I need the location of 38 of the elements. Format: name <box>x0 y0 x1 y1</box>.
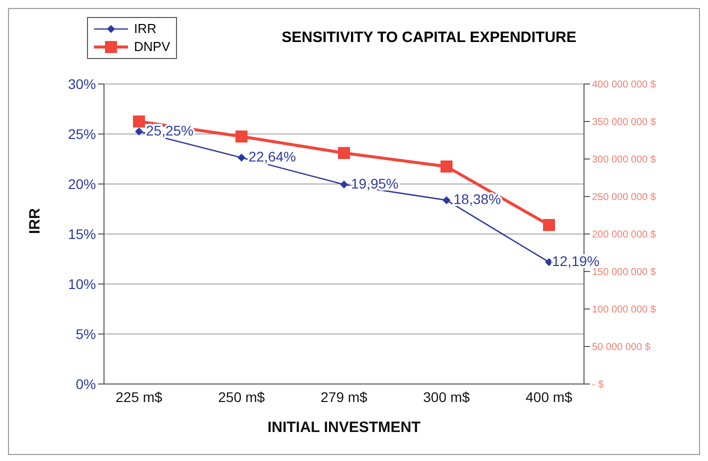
y2-tick-label: 50 000 000 $ <box>592 342 651 354</box>
y2-tick-label: 250 000 000 $ <box>592 192 656 204</box>
point <box>440 160 452 172</box>
x-tick-label: 279 m$ <box>320 388 368 405</box>
point <box>338 147 350 159</box>
point <box>238 154 246 162</box>
y-tick-label: 20% <box>68 176 96 192</box>
legend-label: DNPV <box>134 38 170 56</box>
point <box>236 130 248 142</box>
data-label: 18,38% <box>454 191 501 208</box>
point <box>543 219 555 231</box>
x-tick-label: 225 m$ <box>116 388 163 405</box>
y-tick-label: 0% <box>76 376 96 392</box>
point <box>442 196 450 204</box>
legend-label: IRR <box>134 20 156 38</box>
y-tick-label: 5% <box>76 326 96 342</box>
point <box>340 180 348 188</box>
y-tick-label: 30% <box>68 76 96 92</box>
x-axis-title: INITIAL INVESTMENT <box>267 419 421 436</box>
y2-tick-label: 150 000 000 $ <box>592 267 656 278</box>
x-tick-label: 400 m$ <box>526 388 573 405</box>
point <box>135 128 143 136</box>
y2-tick-label: 400 000 000 $ <box>592 80 656 91</box>
y2-tick-label: 100 000 000 $ <box>592 304 656 316</box>
data-label: 19,95% <box>351 176 398 192</box>
data-label: 22,64% <box>248 148 296 165</box>
y-tick-label: 15% <box>68 226 96 242</box>
x-tick-label: 300 m$ <box>423 388 470 405</box>
y2-tick-label: - $ <box>592 380 604 391</box>
y2-tick-label: 200 000 000 $ <box>592 230 656 241</box>
point <box>133 116 145 128</box>
y2-tick-label: 350 000 000 $ <box>592 117 656 128</box>
y-tick-label: 25% <box>68 126 96 142</box>
x-tick-label: 250 m$ <box>218 388 266 405</box>
y-axis-title: IRR <box>26 208 44 234</box>
chart-title: SENSITIVITY TO CAPITAL EXPENDITURE <box>282 29 576 46</box>
y2-tick-label: 300 000 000 $ <box>592 154 656 166</box>
y-tick-label: 10% <box>68 276 96 292</box>
